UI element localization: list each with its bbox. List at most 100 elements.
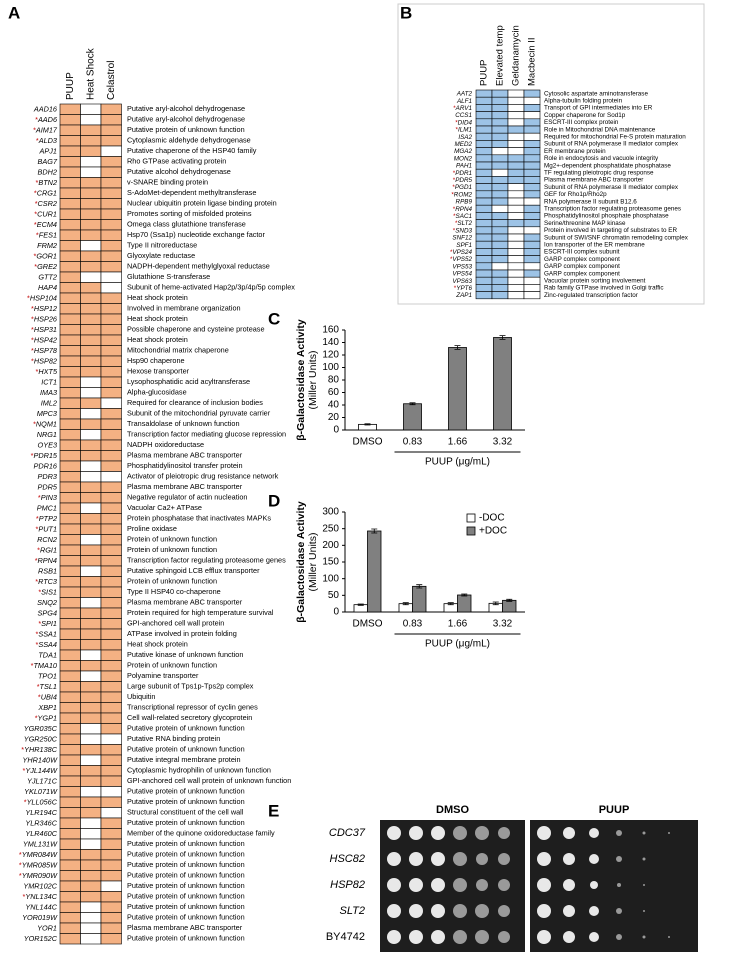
cell <box>507 154 525 163</box>
cell <box>100 292 122 304</box>
description: Plasma membrane ABC transporter <box>127 598 243 607</box>
gene-name: BDH2 <box>38 167 57 176</box>
description: Type II HSP40 co-chaperone <box>127 587 221 596</box>
description: Alpha-tubulin folding protein <box>544 97 623 104</box>
cell <box>100 324 122 336</box>
strain-label: HSC82 <box>330 853 365 865</box>
gene-name: PDR3 <box>38 472 57 481</box>
gene-name: *AIM17 <box>33 125 58 134</box>
colony-spot <box>498 879 510 891</box>
description: Transaldolase of unknown function <box>127 419 240 428</box>
cell <box>523 255 541 264</box>
cell <box>59 555 81 567</box>
cell <box>80 166 102 178</box>
cell <box>59 723 81 735</box>
colony-spot <box>498 905 510 917</box>
cell <box>100 702 122 714</box>
gene-label: YPT6 <box>456 285 472 292</box>
cell <box>100 271 122 283</box>
gene-label: AAD16 <box>33 104 58 113</box>
cell <box>523 190 541 199</box>
cell <box>100 334 122 346</box>
gene-name: *UBI4 <box>38 692 57 701</box>
gene-name: *HSP12 <box>31 304 57 313</box>
cell <box>491 161 509 170</box>
cell <box>59 670 81 682</box>
gene-name: YHR140W <box>23 755 59 764</box>
description: Putative RNA binding protein <box>127 734 220 743</box>
colony-spot <box>563 827 575 839</box>
description: GARP complex component <box>544 256 620 263</box>
cell <box>59 702 81 714</box>
cell <box>100 901 122 913</box>
cell <box>59 387 81 399</box>
description: Hexose transporter <box>127 367 190 376</box>
cell <box>59 859 81 871</box>
cell <box>59 397 81 409</box>
gene-name: *HSP42 <box>31 335 57 344</box>
cell <box>59 828 81 840</box>
legend-label: -DOC <box>479 513 505 524</box>
colony-spot <box>563 879 575 891</box>
cell <box>80 103 102 115</box>
note-mark: * <box>35 577 38 586</box>
note-mark: * <box>453 227 456 234</box>
colony-spot <box>387 852 401 866</box>
gene-label: PIN3 <box>41 493 57 502</box>
gene-label: SLT2 <box>457 220 472 227</box>
cell <box>80 355 102 367</box>
panel-label: E <box>268 801 279 820</box>
description: Protein of unknown function <box>127 661 217 670</box>
gene-name: MON2 <box>454 155 473 162</box>
description: Putative protein of unknown function <box>127 860 245 869</box>
gene-label: FRM2 <box>37 241 57 250</box>
cell <box>523 226 541 235</box>
gene-name: PDR5 <box>38 482 58 491</box>
cell <box>523 96 541 105</box>
gene-name: *YMR090W <box>19 871 58 880</box>
cell <box>80 502 102 514</box>
panel-b-frame <box>397 3 705 305</box>
y-tick-label: 200 <box>322 540 339 551</box>
gene-label: SND3 <box>455 227 472 234</box>
cell <box>100 103 122 115</box>
gene-name: MED2 <box>455 141 473 148</box>
gene-name: OYE3 <box>38 440 57 449</box>
cell <box>100 177 122 189</box>
note-mark: * <box>35 199 38 208</box>
cell <box>491 111 509 120</box>
cell <box>491 219 509 228</box>
gene-name: *TMA10 <box>31 661 57 670</box>
strain-label: SLT2 <box>340 905 365 917</box>
cell <box>59 229 81 241</box>
gene-name: GTT2 <box>38 272 57 281</box>
cell <box>59 534 81 546</box>
cell <box>80 366 102 378</box>
cell <box>475 168 493 177</box>
colony-spot <box>387 904 401 918</box>
cell <box>475 219 493 228</box>
cell <box>523 212 541 220</box>
note-mark: * <box>33 419 36 428</box>
note-mark: * <box>33 251 36 260</box>
gene-name: CCS1 <box>455 112 472 119</box>
cell <box>475 204 493 213</box>
cell <box>100 733 122 745</box>
note-mark: * <box>453 105 456 112</box>
cell <box>59 261 81 273</box>
gene-name: *YPT6 <box>454 285 473 292</box>
cell <box>59 114 81 126</box>
cell <box>80 345 102 357</box>
gene-name: APJ1 <box>39 146 57 155</box>
note-mark: * <box>453 205 456 212</box>
cell <box>59 313 81 325</box>
cell <box>59 219 81 231</box>
description: Possible chaperone and cysteine protease <box>127 325 265 334</box>
description: TF regulating pleiotropic drug response <box>544 169 654 176</box>
gene-name: VPS54 <box>452 270 472 277</box>
cell <box>80 849 102 861</box>
gene-label: CRG1 <box>37 188 57 197</box>
panel-label: A <box>8 3 20 22</box>
cell <box>100 471 122 483</box>
